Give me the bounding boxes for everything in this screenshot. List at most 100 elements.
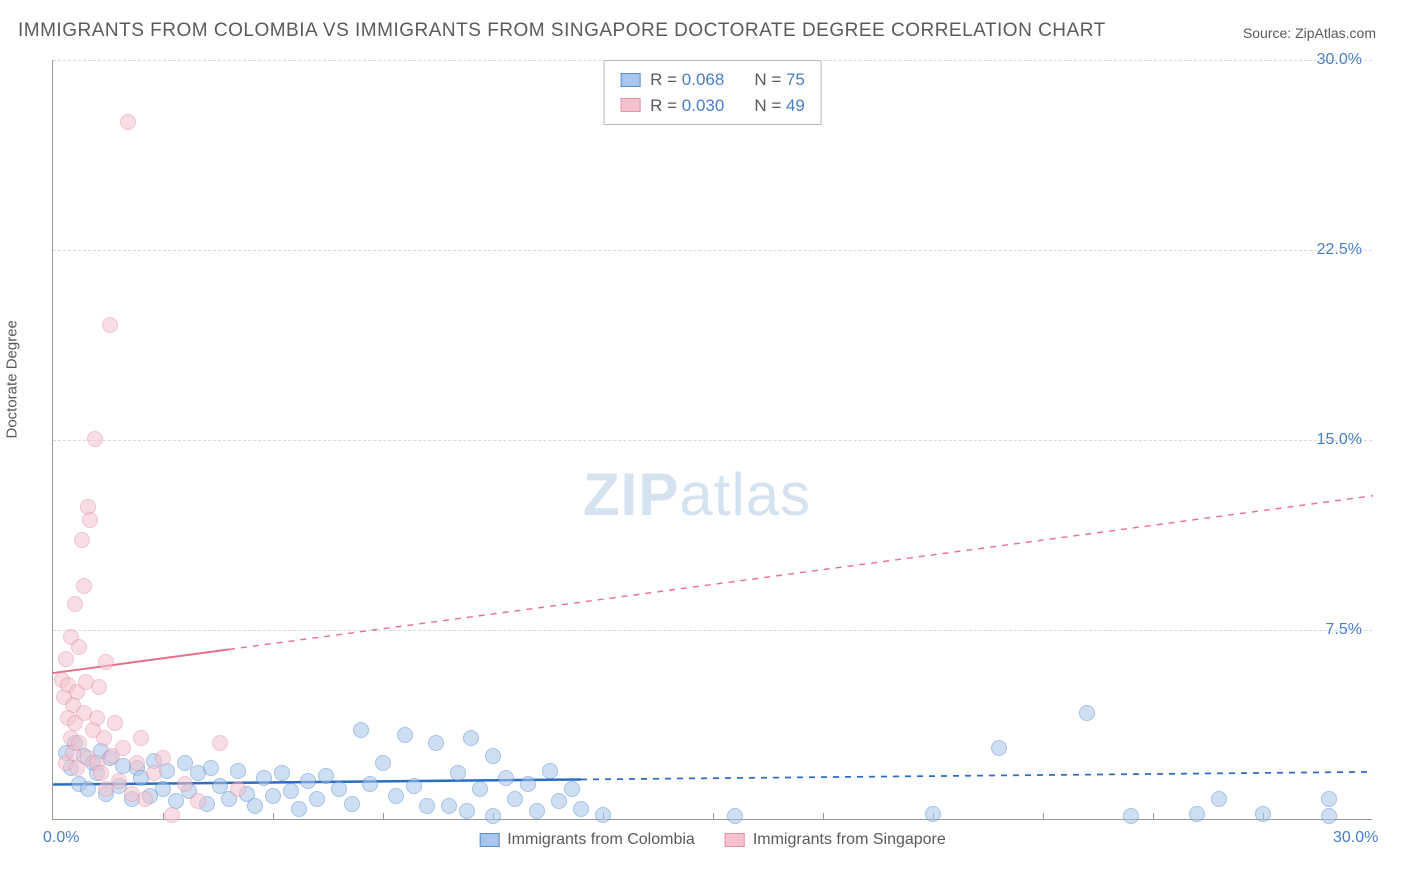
data-point-colombia <box>419 798 435 814</box>
data-point-colombia <box>573 801 589 817</box>
data-point-colombia <box>551 793 567 809</box>
n-label: N = 49 <box>754 93 805 119</box>
data-point-colombia <box>388 788 404 804</box>
data-point-singapore <box>164 807 180 823</box>
data-point-colombia <box>472 781 488 797</box>
source-attribution: Source: ZipAtlas.com <box>1243 25 1376 41</box>
data-point-colombia <box>309 791 325 807</box>
legend-label: Immigrants from Colombia <box>507 831 695 849</box>
data-point-singapore <box>96 730 112 746</box>
data-point-colombia <box>318 768 334 784</box>
r-value: 0.068 <box>682 70 725 89</box>
data-point-singapore <box>129 755 145 771</box>
data-point-singapore <box>133 730 149 746</box>
data-point-colombia <box>1321 791 1337 807</box>
data-point-singapore <box>93 765 109 781</box>
legend-swatch-singapore <box>620 98 640 112</box>
data-point-singapore <box>115 740 131 756</box>
data-point-singapore <box>155 750 171 766</box>
data-point-colombia <box>155 781 171 797</box>
data-point-colombia <box>1189 806 1205 822</box>
legend-label: Immigrants from Singapore <box>753 831 946 849</box>
r-value: 0.030 <box>682 96 725 115</box>
data-point-colombia <box>498 770 514 786</box>
data-point-singapore <box>190 793 206 809</box>
data-point-colombia <box>428 735 444 751</box>
data-point-colombia <box>485 808 501 824</box>
x-tick-label: 30.0% <box>1333 829 1378 847</box>
stats-row-colombia: R = 0.068 N = 75 <box>620 67 805 93</box>
data-point-colombia <box>1255 806 1271 822</box>
legend-swatch-singapore <box>725 833 745 847</box>
data-point-colombia <box>406 778 422 794</box>
data-point-singapore <box>230 781 246 797</box>
trend-lines <box>53 60 1372 819</box>
data-point-colombia <box>463 730 479 746</box>
data-point-colombia <box>375 755 391 771</box>
data-point-singapore <box>212 735 228 751</box>
data-point-colombia <box>283 783 299 799</box>
plot-area: ZIPatlas 7.5%15.0%22.5%30.0% 0.0%30.0% R… <box>52 60 1372 820</box>
data-point-colombia <box>520 776 536 792</box>
legend-item-singapore: Immigrants from Singapore <box>725 831 946 849</box>
y-axis-label: Doctorate Degree <box>4 320 21 438</box>
data-point-colombia <box>991 740 1007 756</box>
n-value: 75 <box>786 70 805 89</box>
data-point-singapore <box>71 735 87 751</box>
data-point-colombia <box>291 801 307 817</box>
legend-swatch-colombia <box>479 833 499 847</box>
data-point-singapore <box>58 651 74 667</box>
data-point-singapore <box>91 679 107 695</box>
data-point-colombia <box>450 765 466 781</box>
stats-row-singapore: R = 0.030 N = 49 <box>620 93 805 119</box>
bottom-legend: Immigrants from Colombia Immigrants from … <box>479 831 946 849</box>
data-point-singapore <box>120 114 136 130</box>
data-point-singapore <box>87 431 103 447</box>
data-point-singapore <box>146 765 162 781</box>
data-point-colombia <box>529 803 545 819</box>
chart-title: IMMIGRANTS FROM COLOMBIA VS IMMIGRANTS F… <box>18 20 1106 42</box>
data-point-colombia <box>485 748 501 764</box>
data-point-singapore <box>111 773 127 789</box>
data-point-singapore <box>67 596 83 612</box>
data-point-singapore <box>107 715 123 731</box>
data-point-singapore <box>102 317 118 333</box>
data-point-colombia <box>1079 705 1095 721</box>
data-point-colombia <box>256 770 272 786</box>
n-value: 49 <box>786 96 805 115</box>
data-point-singapore <box>74 532 90 548</box>
x-tick-label: 0.0% <box>43 829 79 847</box>
trend-line-dashed-colombia <box>581 772 1373 780</box>
data-point-colombia <box>595 807 611 823</box>
data-point-colombia <box>925 806 941 822</box>
data-point-colombia <box>1211 791 1227 807</box>
stats-legend-box: R = 0.068 N = 75 R = 0.030 N = 49 <box>603 60 822 125</box>
data-point-singapore <box>137 791 153 807</box>
r-label: R = 0.068 <box>650 67 724 93</box>
data-point-colombia <box>507 791 523 807</box>
data-point-singapore <box>98 654 114 670</box>
data-point-colombia <box>230 763 246 779</box>
data-point-colombia <box>203 760 219 776</box>
r-label: R = 0.030 <box>650 93 724 119</box>
data-point-colombia <box>441 798 457 814</box>
data-point-colombia <box>344 796 360 812</box>
data-point-colombia <box>274 765 290 781</box>
data-point-colombia <box>727 808 743 824</box>
data-point-colombia <box>542 763 558 779</box>
data-point-colombia <box>80 781 96 797</box>
data-point-singapore <box>71 639 87 655</box>
data-point-singapore <box>89 710 105 726</box>
data-point-colombia <box>300 773 316 789</box>
data-point-colombia <box>397 727 413 743</box>
n-label: N = 75 <box>754 67 805 93</box>
legend-swatch-colombia <box>620 73 640 87</box>
data-point-colombia <box>247 798 263 814</box>
data-point-colombia <box>564 781 580 797</box>
data-point-colombia <box>1123 808 1139 824</box>
trend-line-dashed-singapore <box>229 496 1373 650</box>
data-point-singapore <box>177 776 193 792</box>
data-point-singapore <box>76 578 92 594</box>
data-point-colombia <box>459 803 475 819</box>
legend-item-colombia: Immigrants from Colombia <box>479 831 695 849</box>
